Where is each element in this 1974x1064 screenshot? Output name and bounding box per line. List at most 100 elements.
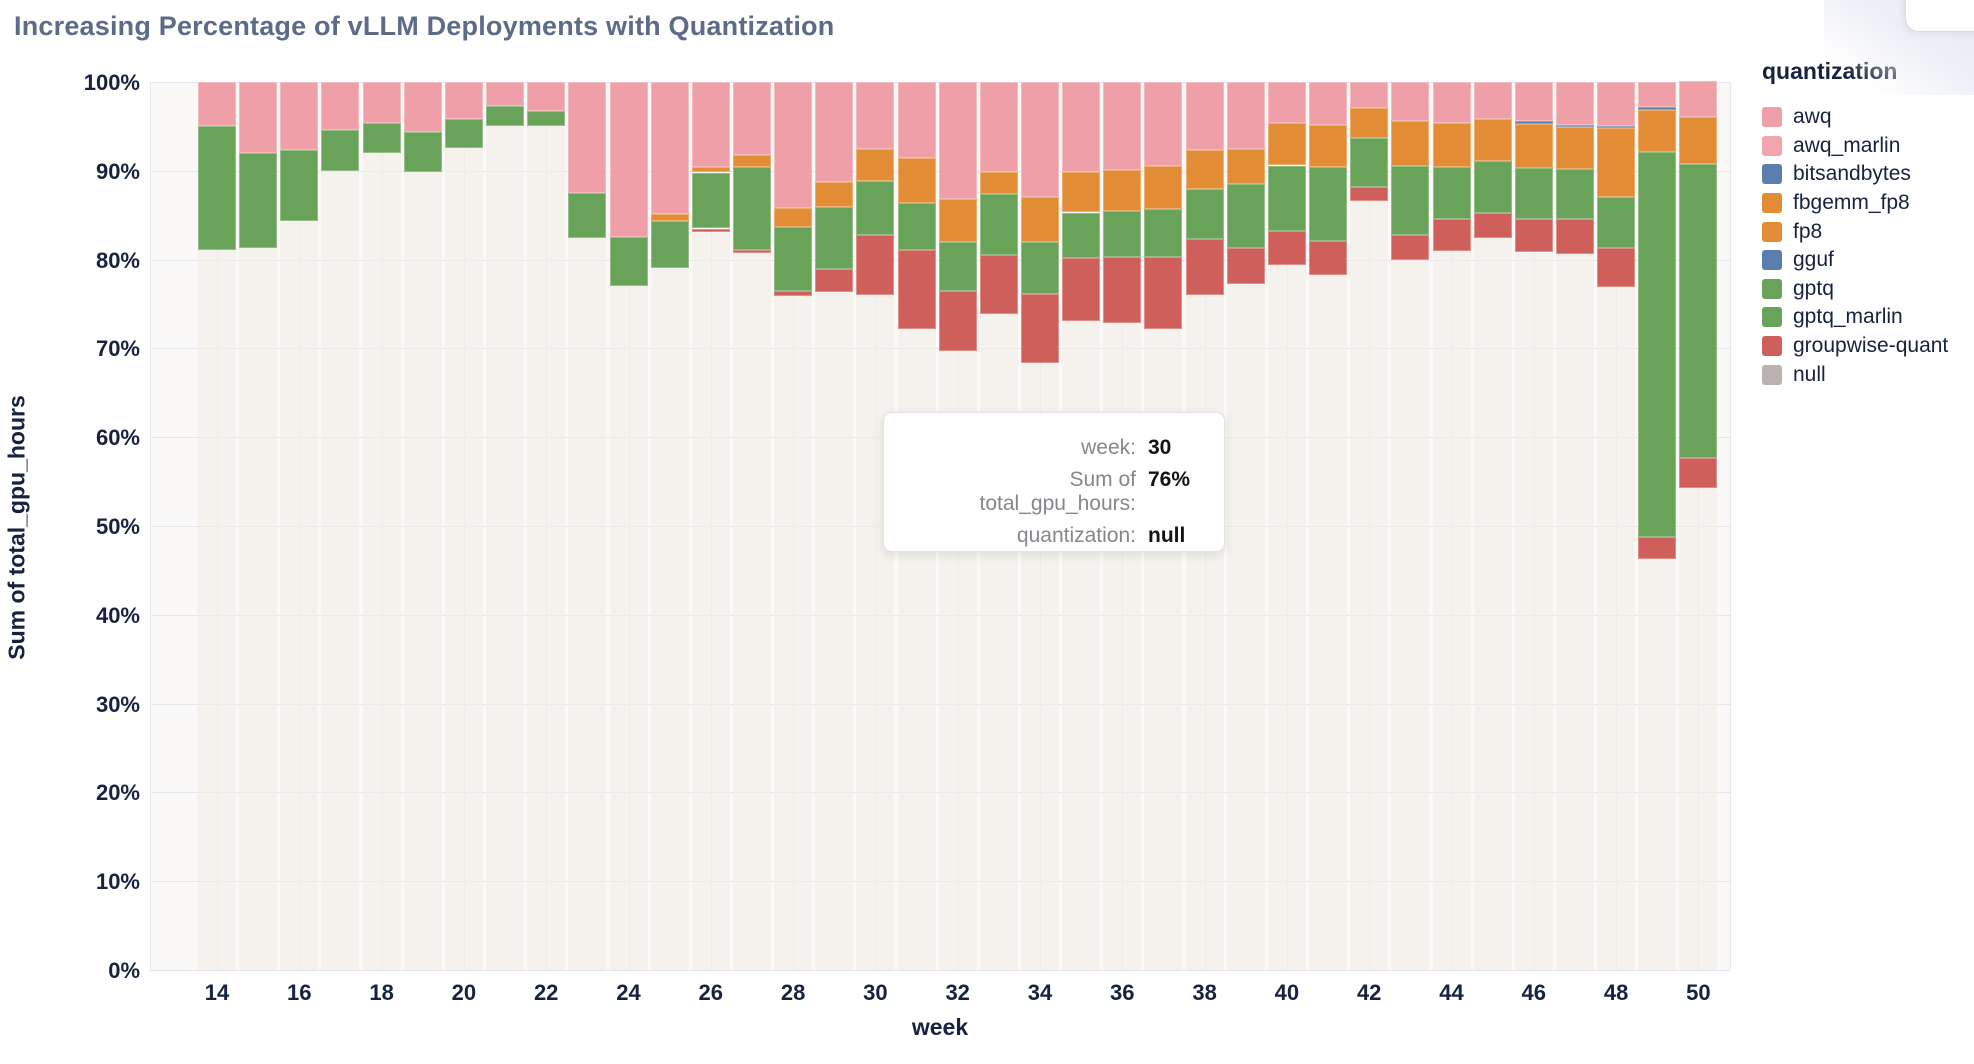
bar-segment-gptq_marlin-week-47[interactable] xyxy=(1556,169,1594,219)
bar-segment-groupwise-quant-week-41[interactable] xyxy=(1309,241,1347,275)
bar-segment-null-week-23[interactable] xyxy=(568,238,607,970)
bar-segment-bitsandbytes-week-48[interactable] xyxy=(1597,126,1636,129)
bar-segment-null-week-50[interactable] xyxy=(1679,487,1718,970)
bar-segment-fp8-week-37[interactable] xyxy=(1144,166,1183,209)
bar-segment-awq-week-45[interactable] xyxy=(1473,82,1512,120)
bar-segment-awq-week-18[interactable] xyxy=(362,82,401,123)
bar-segment-awq-week-20[interactable] xyxy=(444,82,483,120)
bar-segment-awq-week-43[interactable] xyxy=(1391,82,1430,122)
bar-segment-groupwise-quant-week-48[interactable] xyxy=(1597,248,1636,288)
bar-segment-groupwise-quant-week-36[interactable] xyxy=(1103,256,1142,323)
bar-segment-awq-week-24[interactable] xyxy=(609,82,648,237)
bar-segment-null-week-20[interactable] xyxy=(444,147,483,970)
bar-segment-gptq_marlin-week-21[interactable] xyxy=(486,106,525,126)
bar-segment-fp8-week-30[interactable] xyxy=(856,148,895,181)
bar-segment-null-week-28[interactable] xyxy=(774,296,813,970)
bar-segment-fp8-week-33[interactable] xyxy=(979,171,1018,194)
bar-segment-null-week-17[interactable] xyxy=(321,170,360,970)
bar-segment-gptq_marlin-week-42[interactable] xyxy=(1350,137,1389,187)
bar-segment-awq-week-49[interactable] xyxy=(1638,82,1677,107)
bar-segment-null-week-48[interactable] xyxy=(1597,287,1636,970)
bar-segment-gptq_marlin-week-14[interactable] xyxy=(198,126,236,250)
bar-segment-awq-week-27[interactable] xyxy=(732,82,771,155)
bar-segment-groupwise-quant-week-34[interactable] xyxy=(1021,294,1059,364)
bar-segment-awq-week-16[interactable] xyxy=(280,82,319,151)
bar-segment-null-week-49[interactable] xyxy=(1638,558,1677,970)
bar-segment-null-week-18[interactable] xyxy=(362,153,401,970)
bar-segment-bitsandbytes-week-47[interactable] xyxy=(1556,124,1594,128)
bar-segment-fp8-week-47[interactable] xyxy=(1556,127,1594,169)
bar-segment-groupwise-quant-week-46[interactable] xyxy=(1514,218,1553,253)
bar-segment-fp8-week-39[interactable] xyxy=(1226,148,1265,185)
bar-segment-gptq_marlin-week-31[interactable] xyxy=(897,202,936,250)
bar-segment-groupwise-quant-week-37[interactable] xyxy=(1144,256,1183,329)
bar-segment-gptq_marlin-week-49[interactable] xyxy=(1638,152,1677,537)
legend-item-bitsandbytes[interactable]: bitsandbytes xyxy=(1762,160,1948,189)
bar-segment-null-week-44[interactable] xyxy=(1432,250,1471,970)
bar-segment-awq-week-36[interactable] xyxy=(1103,82,1142,170)
legend-item-fbgemm_fp8[interactable]: fbgemm_fp8 xyxy=(1762,189,1948,218)
bar-segment-groupwise-quant-week-40[interactable] xyxy=(1267,231,1306,265)
bar-segment-gptq_marlin-week-39[interactable] xyxy=(1226,184,1265,248)
bar-segment-awq-week-29[interactable] xyxy=(815,82,854,183)
bar-segment-gptq_marlin-week-43[interactable] xyxy=(1391,166,1430,235)
bar-segment-groupwise-quant-week-31[interactable] xyxy=(897,249,936,329)
bar-segment-null-week-26[interactable] xyxy=(691,232,730,970)
bar-segment-null-week-19[interactable] xyxy=(403,171,442,970)
bar-segment-awq-week-50[interactable] xyxy=(1679,81,1718,117)
bar-segment-fp8-week-42[interactable] xyxy=(1350,107,1389,138)
bar-segment-awq-week-37[interactable] xyxy=(1144,82,1183,167)
bar-segment-fp8-week-41[interactable] xyxy=(1309,124,1347,168)
bar-segment-groupwise-quant-week-43[interactable] xyxy=(1391,234,1430,260)
bar-segment-null-week-21[interactable] xyxy=(486,125,525,970)
bar-segment-fp8-week-44[interactable] xyxy=(1432,122,1471,168)
bar-segment-groupwise-quant-week-32[interactable] xyxy=(938,290,977,352)
bar-segment-fp8-week-45[interactable] xyxy=(1473,119,1512,161)
legend-item-awq_marlin[interactable]: awq_marlin xyxy=(1762,132,1948,161)
bar-segment-gptq_marlin-week-40[interactable] xyxy=(1267,165,1306,232)
bar-segment-fp8-week-34[interactable] xyxy=(1021,197,1059,242)
bar-segment-null-week-25[interactable] xyxy=(650,268,689,970)
bar-segment-fp8-week-31[interactable] xyxy=(897,158,936,203)
bar-segment-awq-week-39[interactable] xyxy=(1226,82,1265,149)
bar-segment-awq-week-38[interactable] xyxy=(1185,82,1224,150)
bar-segment-fp8-week-49[interactable] xyxy=(1638,109,1677,153)
bar-segment-gptq_marlin-week-17[interactable] xyxy=(321,130,360,171)
bar-segment-groupwise-quant-week-29[interactable] xyxy=(815,269,854,292)
bar-segment-awq-week-33[interactable] xyxy=(979,82,1018,172)
bar-segment-null-week-29[interactable] xyxy=(815,291,854,970)
legend-item-null[interactable]: null xyxy=(1762,360,1948,389)
bar-segment-awq-week-19[interactable] xyxy=(403,82,442,132)
bar-segment-fp8-week-46[interactable] xyxy=(1514,123,1553,169)
bar-segment-null-week-41[interactable] xyxy=(1309,274,1347,970)
bar-segment-fp8-week-48[interactable] xyxy=(1597,128,1636,198)
bar-segment-fp8-week-29[interactable] xyxy=(815,182,854,208)
bar-segment-null-week-15[interactable] xyxy=(239,248,278,970)
bar-segment-awq-week-23[interactable] xyxy=(568,82,607,193)
bar-segment-null-week-24[interactable] xyxy=(609,286,648,970)
bar-segment-null-week-27[interactable] xyxy=(732,253,771,970)
bar-segment-groupwise-quant-week-42[interactable] xyxy=(1350,186,1389,201)
bar-segment-groupwise-quant-week-50[interactable] xyxy=(1679,457,1718,488)
bar-segment-awq-week-40[interactable] xyxy=(1267,82,1306,123)
bar-segment-gptq_marlin-week-45[interactable] xyxy=(1473,161,1512,213)
bar-segment-fp8-week-26[interactable] xyxy=(691,167,730,173)
bar-segment-null-week-22[interactable] xyxy=(527,126,566,970)
bar-segment-gptq_marlin-week-44[interactable] xyxy=(1432,167,1471,219)
bar-segment-awq-week-34[interactable] xyxy=(1021,82,1059,198)
bar-segment-null-week-43[interactable] xyxy=(1391,259,1430,970)
bar-segment-awq-week-28[interactable] xyxy=(774,82,813,209)
legend-item-gguf[interactable]: gguf xyxy=(1762,246,1948,275)
bar-segment-groupwise-quant-week-35[interactable] xyxy=(1062,257,1101,321)
bar-segment-awq-week-42[interactable] xyxy=(1350,82,1389,108)
bar-segment-bitsandbytes-week-46[interactable] xyxy=(1514,121,1553,124)
bar-segment-awq-week-25[interactable] xyxy=(650,82,689,215)
bar-segment-groupwise-quant-week-27[interactable] xyxy=(732,249,771,254)
bar-segment-awq-week-35[interactable] xyxy=(1062,82,1101,172)
bar-segment-awq-week-46[interactable] xyxy=(1514,82,1553,122)
bar-segment-gptq_marlin-week-20[interactable] xyxy=(444,119,483,148)
bar-segment-gptq_marlin-week-23[interactable] xyxy=(568,193,607,239)
bar-segment-fp8-week-36[interactable] xyxy=(1103,169,1142,211)
bar-segment-awq-week-26[interactable] xyxy=(691,82,730,168)
bar-segment-gptq_marlin-week-50[interactable] xyxy=(1679,163,1718,458)
